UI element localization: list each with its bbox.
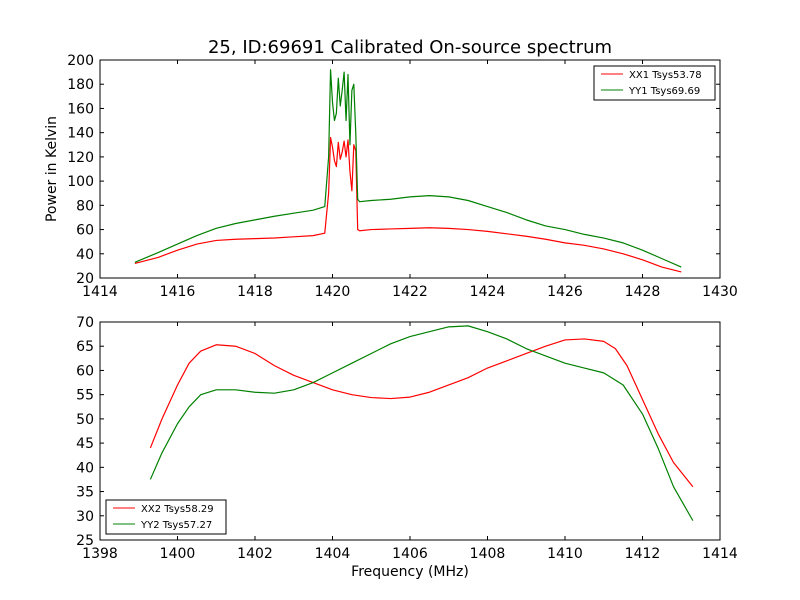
top-chart-legend-box [593,65,716,101]
bottom-chart-x-tick-label: 1404 [315,546,351,562]
top-chart-y-tick-label: 60 [76,223,94,239]
bottom-chart-series-line-2 [149,325,694,521]
top-chart-y-tick-label: 20 [76,271,94,287]
top-chart-x-tick-label: 1426 [547,284,583,300]
bottom-chart-x-tick-label: 1410 [547,546,583,562]
bottom-chart-y-tick-label: 50 [76,412,94,428]
bottom-chart-x-tick-label: 1412 [625,546,661,562]
bottom-chart-y-tick-label: 25 [76,533,94,549]
bottom-chart-x-tick-label: 1402 [237,546,273,562]
top-chart-series-line-2 [134,69,682,268]
legend-label-xx2: XX2 Tsys58.29 [141,504,214,515]
bottom-chart: Frequency (MHz) 1398 1400 1402 1404 1406 1408… [76,315,738,580]
bottom-chart-x-axis-label: Frequency (MHz) [351,564,469,580]
top-chart-y-tick-label: 80 [76,198,94,214]
top-chart-legend: XX1 Tsys53.78 YY1 Tsys69.69 [593,65,716,101]
top-chart-y-tick-label: 200 [67,53,94,69]
top-chart-ticks: 1414 1416 1418 1420 1422 1424 1426 1428 1430 20 40… [67,53,738,300]
bottom-chart-y-tick-label: 45 [76,436,94,452]
top-chart: 25, ID:69691 Calibrated On-source spectr… [44,37,738,300]
top-chart-x-tick-label: 1424 [470,284,506,300]
bottom-chart-x-tick-label: 1398 [82,546,118,562]
bottom-chart-x-tick-label: 1414 [702,546,738,562]
top-chart-x-tick-label: 1430 [702,284,738,300]
top-chart-title: 25, ID:69691 Calibrated On-source spectr… [208,37,612,58]
top-chart-y-tick-label: 100 [67,174,94,190]
top-chart-y-axis-label: Power in Kelvin [44,116,60,222]
bottom-chart-x-tick-label: 1406 [392,546,428,562]
bottom-chart-y-tick-label: 65 [76,339,94,355]
top-chart-x-tick-label: 1428 [625,284,661,300]
legend-label-yy1: YY1 Tsys69.69 [628,86,700,97]
bottom-chart-x-tick-label: 1408 [470,546,506,562]
top-chart-x-tick-label: 1414 [82,284,118,300]
bottom-chart-y-tick-label: 35 [76,485,94,501]
top-chart-y-tick-label: 160 [67,101,94,117]
bottom-chart-plot-area [149,325,694,521]
top-chart-x-tick-label: 1422 [392,284,428,300]
bottom-chart-x-tick-label: 1400 [160,546,196,562]
top-chart-x-tick-label: 1418 [237,284,273,300]
bottom-chart-ticks: 1398 1400 1402 1404 1406 1408 1410 1412 1414 25 30… [76,315,738,562]
top-chart-y-tick-label: 120 [67,150,94,166]
bottom-chart-y-tick-label: 30 [76,509,94,525]
bottom-chart-legend-box [105,499,227,535]
top-chart-x-tick-label: 1420 [315,284,351,300]
bottom-chart-series-line-1 [149,338,694,488]
bottom-chart-legend: XX2 Tsys58.29 YY2 Tsys57.27 [105,499,227,535]
bottom-chart-y-tick-label: 70 [76,315,94,331]
bottom-chart-y-tick-label: 60 [76,363,94,379]
top-chart-series-line-1 [134,136,682,273]
top-chart-x-tick-label: 1416 [160,284,196,300]
top-chart-plot-area [134,69,682,273]
bottom-chart-y-tick-label: 55 [76,388,94,404]
top-chart-y-tick-label: 40 [76,247,94,263]
top-chart-y-tick-label: 140 [67,126,94,142]
legend-label-xx1: XX1 Tsys53.78 [629,70,702,81]
bottom-chart-y-tick-label: 40 [76,460,94,476]
top-chart-y-tick-label: 180 [67,77,94,93]
legend-label-yy2: YY2 Tsys57.27 [140,520,212,531]
